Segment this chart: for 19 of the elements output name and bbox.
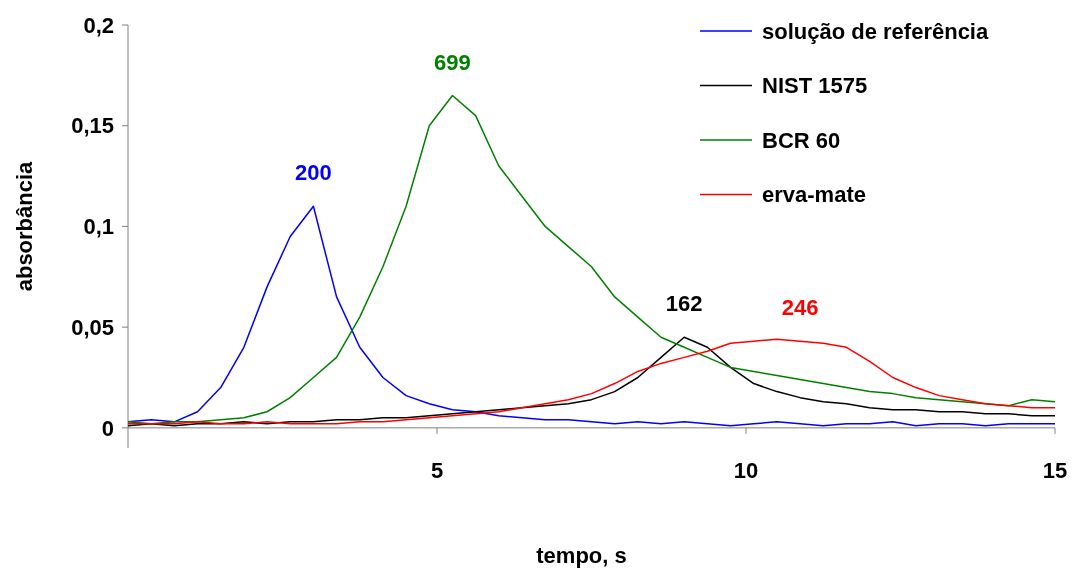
annotation: 162	[665, 291, 703, 317]
annotation: 699	[434, 49, 471, 75]
x-tick-label: 10	[733, 458, 759, 483]
x-tick-label: 15	[1042, 458, 1068, 483]
legend-label: solução de referência	[762, 18, 989, 44]
legend-label: erva-mate	[762, 182, 866, 208]
y-tick-label: 0,05	[71, 314, 114, 340]
line-series	[127, 94, 1056, 425]
x-axis-title: tempo, s	[536, 543, 627, 568]
y-tick-label: 0	[101, 415, 114, 441]
legend-label: NIST 1575	[762, 73, 868, 99]
x-tick-label: 5	[430, 458, 444, 483]
y-tick-label: 0,2	[83, 12, 114, 38]
annotation: 200	[295, 160, 332, 186]
legend-label: BCR 60	[762, 127, 841, 153]
y-tick-label: 0,1	[83, 214, 114, 240]
y-axis-title: absorbância	[12, 160, 37, 292]
y-tick-label: 0,15	[71, 113, 114, 139]
annotation: 246	[781, 295, 819, 321]
